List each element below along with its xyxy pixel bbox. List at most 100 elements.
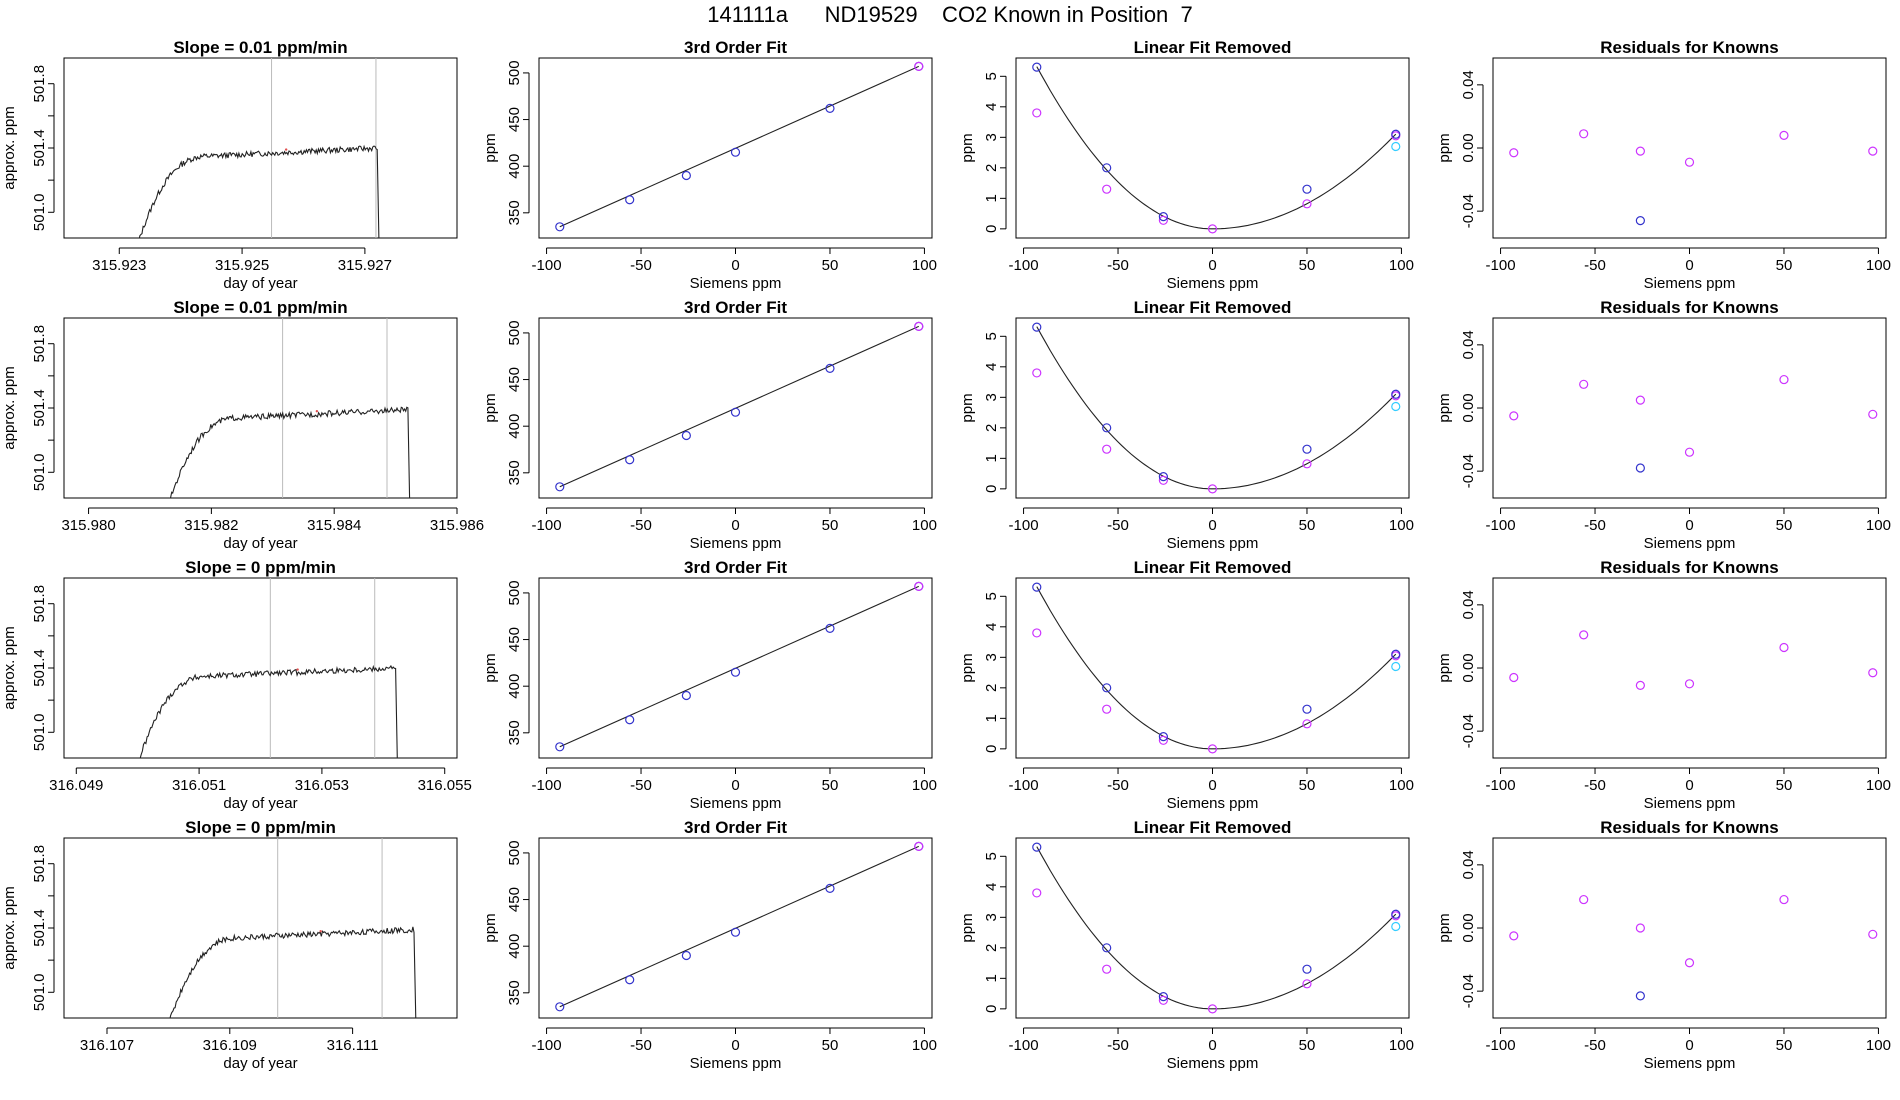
- x-tick-label: 0: [1208, 1037, 1216, 1054]
- residual-point-blue: [1158, 992, 1168, 1002]
- panel-title: Slope = 0 ppm/min: [185, 818, 336, 837]
- y-tick-label: 5: [983, 72, 1000, 80]
- residual-point-blue: [1302, 704, 1312, 714]
- trace-marker: [315, 410, 319, 413]
- x-tick-label: 100: [1866, 257, 1891, 274]
- y-tick-label: 2: [983, 164, 1000, 172]
- fit-point: [625, 195, 635, 205]
- quadratic-curve: [1036, 66, 1397, 230]
- x-axis-label: Siemens ppm: [690, 1055, 782, 1072]
- x-tick-label: 0: [1685, 1037, 1693, 1054]
- known-residual-point: [1868, 668, 1878, 678]
- fit-point: [625, 455, 635, 465]
- panel-title: 3rd Order Fit: [684, 558, 787, 577]
- x-tick-label: 316.111: [327, 1037, 379, 1054]
- x-tick-label: 100: [1389, 1037, 1414, 1054]
- panel-title: Residuals for Knowns: [1600, 38, 1779, 57]
- y-tick-label: -0.04: [1460, 194, 1477, 228]
- fit-point: [825, 883, 835, 893]
- x-tick-label: -100: [1486, 777, 1516, 794]
- known-residual-point: [1684, 157, 1695, 167]
- fit-point: [555, 482, 565, 492]
- x-tick-label: 315.925: [215, 257, 269, 274]
- panel-title: Residuals for Knowns: [1600, 298, 1779, 317]
- residual-point-magenta: [1302, 719, 1312, 729]
- x-axis-label: day of year: [223, 795, 297, 812]
- x-tick-label: -100: [1486, 257, 1516, 274]
- known-residual-point: [1635, 923, 1645, 933]
- x-tick-label: 50: [822, 777, 839, 794]
- x-tick-label: -50: [1584, 257, 1606, 274]
- x-tick-label: -100: [1009, 517, 1039, 534]
- fit-point: [825, 103, 835, 113]
- x-tick-label: 100: [1866, 1037, 1891, 1054]
- y-axis-label: ppm: [482, 133, 499, 162]
- x-tick-label: 100: [912, 1037, 937, 1054]
- known-residual-point: [1579, 129, 1589, 139]
- x-tick-label: 0: [731, 777, 739, 794]
- residual-point-blue: [1302, 964, 1312, 974]
- x-axis-label: Siemens ppm: [1644, 535, 1736, 552]
- x-axis-label: Siemens ppm: [1644, 1055, 1736, 1072]
- plot-frame: [63, 317, 458, 499]
- known-residual-point: [1509, 931, 1519, 941]
- fit-point-extra: [914, 321, 924, 331]
- x-tick-label: -100: [532, 777, 562, 794]
- quadratic-curve: [1036, 586, 1397, 750]
- y-tick-label: 501.8: [31, 585, 48, 623]
- x-tick-label: 0: [731, 1037, 739, 1054]
- residual-point-cyan: [1391, 141, 1401, 152]
- plot-frame: [1492, 317, 1887, 499]
- trace-marker: [296, 668, 299, 671]
- x-tick-label: 50: [1776, 257, 1793, 274]
- y-tick-label: 4: [983, 883, 1000, 891]
- known-residual-point: [1684, 447, 1695, 457]
- x-axis-label: Siemens ppm: [1167, 275, 1259, 292]
- y-axis-label: approx. ppm: [1, 366, 18, 449]
- x-tick-label: 50: [1299, 517, 1316, 534]
- y-tick-label: 501.8: [31, 325, 48, 363]
- x-axis-label: Siemens ppm: [1167, 1055, 1259, 1072]
- quadratic-curve: [1036, 326, 1397, 490]
- fit-point: [681, 430, 691, 441]
- x-tick-label: -50: [1584, 1037, 1606, 1054]
- y-tick-label: 500: [506, 840, 523, 865]
- known-residual-point: [1635, 395, 1645, 405]
- y-tick-label: 3: [983, 393, 1000, 401]
- x-tick-label: 0: [1208, 777, 1216, 794]
- known-residual-point: [1579, 379, 1589, 389]
- y-tick-label: 501.4: [31, 909, 48, 947]
- x-tick-label: 0: [1685, 517, 1693, 534]
- x-tick-label: 100: [1389, 777, 1414, 794]
- residual-point-blue: [1158, 472, 1168, 482]
- x-tick-label: -50: [1107, 257, 1129, 274]
- residual-point-magenta: [1102, 704, 1112, 714]
- residual-point-blue: [1391, 129, 1401, 139]
- y-tick-label: 1: [983, 194, 1000, 202]
- y-axis-label: ppm: [1436, 653, 1453, 682]
- x-tick-label: -50: [1107, 1037, 1129, 1054]
- x-axis-label: Siemens ppm: [690, 535, 782, 552]
- y-tick-label: 5: [983, 332, 1000, 340]
- y-tick-label: 0: [983, 485, 1000, 493]
- plot-frame: [538, 317, 933, 499]
- residual-point-blue: [1102, 163, 1112, 173]
- known-residual-point-blue: [1635, 216, 1645, 226]
- y-tick-label: 350: [506, 460, 523, 485]
- panel-title: Linear Fit Removed: [1134, 818, 1292, 837]
- panel-title: 3rd Order Fit: [684, 818, 787, 837]
- known-residual-point: [1868, 409, 1878, 419]
- x-axis-label: Siemens ppm: [690, 795, 782, 812]
- x-tick-label: 100: [1389, 257, 1414, 274]
- x-axis-label: Siemens ppm: [1167, 795, 1259, 812]
- residual-point-magenta: [1207, 744, 1218, 754]
- x-tick-label: 100: [912, 777, 937, 794]
- fit-point: [681, 950, 691, 961]
- residual-point-magenta: [1032, 108, 1042, 118]
- residual-point-magenta: [1207, 1004, 1218, 1014]
- y-tick-label: 501.0: [31, 974, 48, 1012]
- fit-point: [555, 742, 565, 752]
- x-tick-label: 0: [1208, 517, 1216, 534]
- y-axis-label: ppm: [959, 913, 976, 942]
- x-axis-label: Siemens ppm: [1167, 535, 1259, 552]
